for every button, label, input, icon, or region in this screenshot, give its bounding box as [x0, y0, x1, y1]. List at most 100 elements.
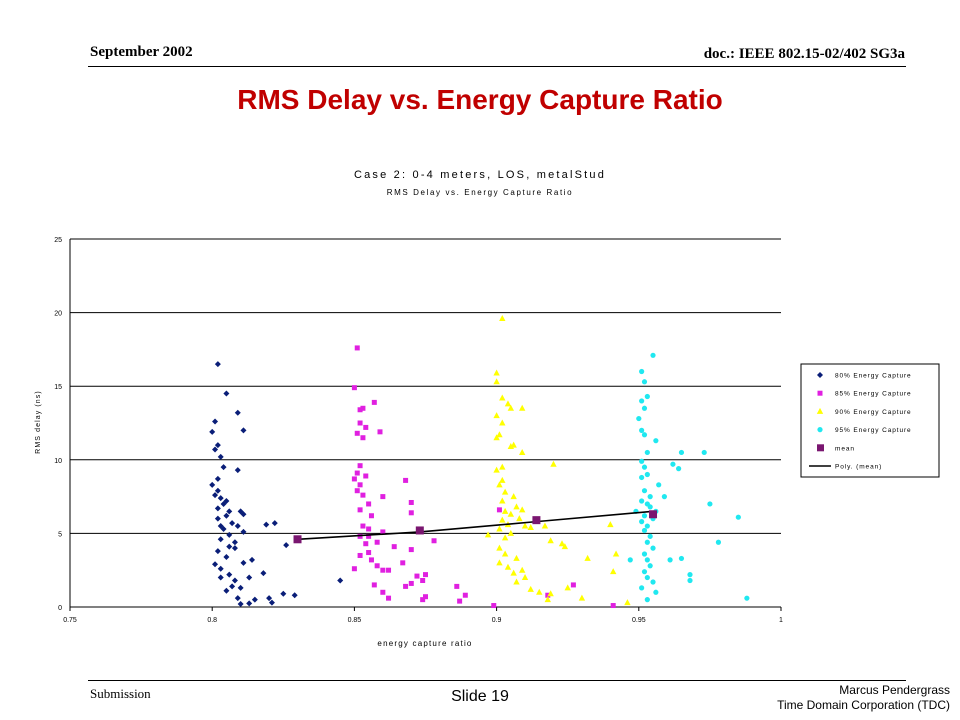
- header-date: September 2002: [90, 44, 193, 60]
- data-point-s3: [639, 368, 645, 375]
- legend-label: mean: [835, 445, 855, 452]
- data-point-s3: [735, 514, 741, 520]
- legend-marker: [816, 407, 824, 414]
- mean-point: [415, 526, 424, 535]
- data-point-s3: [644, 449, 650, 456]
- data-point-s1: [371, 582, 377, 588]
- data-point-s0: [212, 418, 219, 425]
- data-point-s2: [518, 566, 526, 573]
- data-point-s2: [493, 466, 500, 473]
- data-point-s3: [641, 379, 648, 385]
- data-point-s3: [647, 563, 653, 569]
- data-point-s0: [217, 495, 224, 502]
- data-point-s0: [223, 587, 230, 594]
- data-point-s1: [386, 567, 392, 573]
- data-point-s1: [357, 463, 363, 469]
- data-point-s0: [214, 487, 221, 494]
- data-point-s3: [678, 449, 685, 456]
- header-doc-id: doc.: IEEE 802.15-02/402 SG3a: [703, 46, 905, 62]
- data-point-s0: [209, 428, 216, 435]
- chart-subtitle: RMS Delay vs. Energy Capture Ratio: [387, 188, 573, 197]
- data-point-s3: [641, 569, 648, 575]
- data-point-s2: [541, 522, 549, 529]
- data-point-s2: [504, 563, 512, 570]
- data-point-s2: [558, 540, 566, 547]
- data-point-s2: [578, 594, 586, 601]
- legend-label: Poly. (mean): [835, 464, 882, 471]
- data-point-s1: [351, 476, 357, 482]
- data-point-s2: [499, 419, 506, 426]
- data-point-s0: [226, 531, 233, 538]
- data-point-s1: [380, 589, 386, 595]
- data-point-s1: [374, 563, 380, 569]
- data-point-s1: [496, 507, 502, 513]
- data-point-s0: [237, 584, 244, 591]
- data-point-s2: [484, 531, 492, 538]
- data-point-s1: [380, 567, 386, 573]
- fit-line: [297, 510, 654, 541]
- data-point-s0: [214, 505, 221, 512]
- data-point-s0: [217, 536, 224, 543]
- legend-marker: [817, 372, 823, 378]
- data-point-s0: [283, 542, 290, 549]
- data-point-s3: [653, 438, 659, 444]
- data-point-s3: [715, 539, 722, 545]
- data-point-s1: [420, 597, 426, 603]
- data-point-s3: [644, 557, 650, 563]
- data-point-s2: [504, 400, 512, 407]
- data-point-s1: [610, 603, 616, 609]
- data-point-s1: [368, 557, 374, 563]
- data-point-s1: [423, 594, 428, 600]
- data-point-s2: [496, 559, 503, 566]
- data-point-s2: [513, 578, 520, 585]
- footer-submission: Submission: [90, 686, 151, 701]
- data-point-s2: [499, 463, 506, 470]
- data-point-s2: [513, 503, 520, 510]
- data-point-s0: [214, 361, 221, 368]
- data-point-s3: [639, 474, 645, 481]
- data-point-s0: [223, 390, 230, 397]
- data-point-s1: [408, 510, 414, 516]
- data-point-s1: [380, 494, 386, 500]
- data-point-s0: [231, 577, 238, 584]
- data-point-s1: [357, 407, 363, 413]
- data-point-s2: [496, 525, 503, 532]
- data-point-s3: [644, 597, 650, 603]
- data-point-s1: [363, 424, 369, 430]
- data-point-s3: [641, 513, 648, 519]
- data-point-s1: [368, 513, 374, 519]
- y-tick-label: 5: [58, 531, 62, 538]
- data-point-s0: [217, 453, 224, 460]
- y-axis-label: RMS delay (ns): [35, 390, 42, 454]
- data-point-s1: [354, 345, 360, 351]
- data-point-s2: [501, 550, 509, 557]
- legend-label: 80% Energy Capture: [835, 373, 912, 380]
- data-point-s3: [641, 432, 648, 438]
- data-point-s1: [357, 533, 363, 539]
- data-point-s1: [391, 544, 397, 550]
- data-point-s2: [550, 460, 557, 467]
- data-point-s2: [507, 510, 515, 517]
- data-point-s3: [676, 466, 682, 472]
- data-point-s1: [351, 385, 357, 391]
- data-point-s1: [360, 523, 366, 529]
- data-point-s0: [251, 596, 258, 603]
- data-point-s0: [234, 523, 241, 530]
- x-tick-label: 0.8: [207, 617, 217, 624]
- data-point-s2: [510, 493, 517, 500]
- y-tick-label: 25: [54, 237, 62, 244]
- data-point-s1: [366, 550, 372, 556]
- data-point-s1: [414, 573, 420, 579]
- data-point-s2: [521, 574, 529, 581]
- data-point-s2: [499, 314, 506, 321]
- data-point-s0: [280, 590, 287, 597]
- data-point-s3: [687, 572, 693, 578]
- data-point-s3: [644, 574, 650, 581]
- data-point-s3: [639, 498, 645, 504]
- data-point-s1: [371, 399, 377, 405]
- data-point-s3: [653, 589, 659, 595]
- mean-point: [293, 535, 302, 544]
- data-point-s0: [212, 446, 219, 453]
- data-point-s3: [647, 504, 653, 510]
- data-point-s0: [240, 427, 247, 434]
